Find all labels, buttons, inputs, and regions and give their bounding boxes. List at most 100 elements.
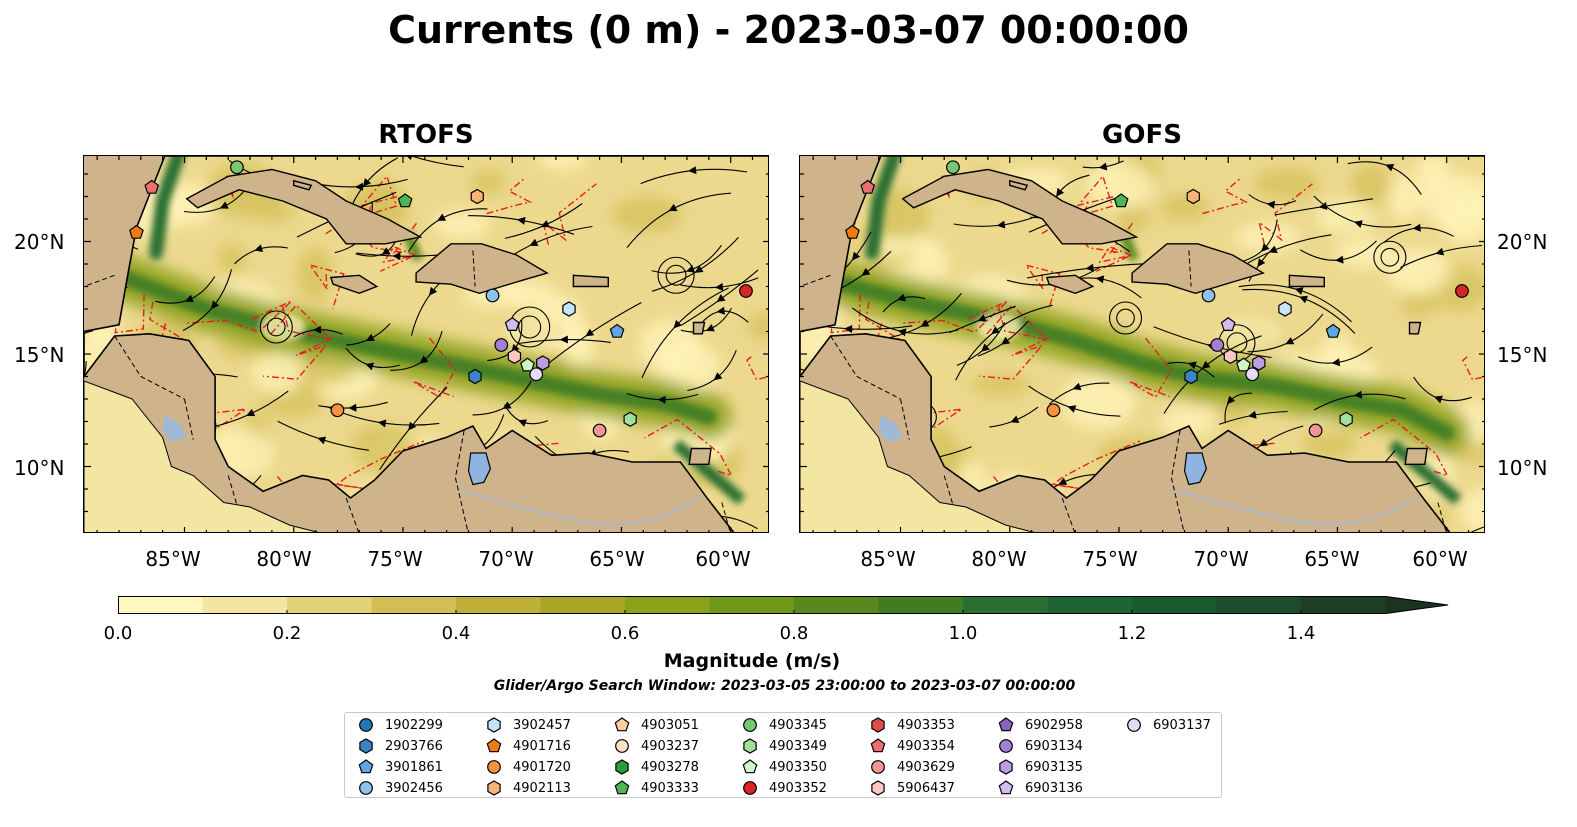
legend-marker [743, 738, 757, 754]
island [688, 447, 712, 465]
legend-marker [615, 759, 629, 775]
legend-entry: 5906437 [869, 778, 955, 798]
map-panel-gofs[interactable] [799, 155, 1485, 533]
colorbar-segment [878, 596, 964, 614]
lake-nicaragua [162, 414, 187, 442]
lon-label-80w-right: 80°W [971, 547, 1027, 571]
float-marker-4903349 [623, 411, 637, 427]
legend-label: 4902113 [513, 780, 571, 796]
island [329, 274, 379, 295]
float-marker-6903135 [1252, 355, 1266, 371]
colorbar-tick: 0.2 [272, 623, 302, 644]
legend-entry: 4901716 [485, 736, 571, 756]
legend-entry: 3902457 [485, 715, 571, 735]
legend-label: 6902958 [1025, 717, 1083, 733]
legend-label: 4903350 [769, 759, 827, 775]
island [572, 274, 609, 288]
country-borders [800, 250, 1447, 532]
colorbar-label: Magnitude (m/s) [663, 650, 841, 672]
colorbar-segment [202, 596, 288, 614]
legend-marker [998, 780, 1014, 795]
float-marker-4903349 [1339, 411, 1353, 427]
colorbar-tick: 0.8 [779, 623, 809, 644]
legend-label: 1902299 [385, 717, 443, 733]
float-marker-6903134 [1210, 338, 1225, 352]
float-marker-4901716 [845, 224, 860, 239]
lake-maracaibo [467, 452, 492, 486]
legend-label: 4903629 [897, 759, 955, 775]
search-window-caption: Glider/Argo Search Window: 2023-03-05 23… [493, 678, 1076, 694]
colorbar-segment [963, 596, 1048, 614]
float-marker-6903135 [536, 355, 550, 371]
float-marker-6903134 [494, 338, 509, 352]
legend-label: 4903237 [641, 738, 699, 754]
legend-marker [614, 717, 630, 732]
legend-marker [359, 781, 373, 795]
lat-label-10n-right: 10°N [1497, 456, 1548, 480]
legend-marker [742, 759, 758, 774]
float-marker-4903352 [1455, 284, 1469, 298]
lat-label-15n-left: 15°N [14, 343, 65, 367]
lon-label-75w-left: 75°W [367, 547, 423, 571]
legend-marker [1127, 718, 1141, 732]
float-marker-4903333 [397, 193, 413, 208]
legend-label: 4903278 [641, 759, 699, 775]
legend-marker [743, 781, 757, 795]
island [185, 168, 423, 245]
float-marker-4903350 [1236, 357, 1251, 372]
lon-label-60w-left: 60°W [695, 547, 751, 571]
lon-label-60w-right: 60°W [1412, 547, 1468, 571]
legend-marker [870, 738, 886, 753]
lake-maracaibo [1183, 452, 1208, 486]
float-marker-4901720 [1046, 403, 1061, 418]
colorbar-segment [794, 596, 879, 614]
float-marker-4901716 [129, 224, 144, 239]
legend-entry: 4903352 [741, 778, 827, 798]
float-marker-2903766 [1184, 368, 1198, 385]
legend-marker [359, 738, 373, 754]
float-marker-4902113 [470, 188, 484, 205]
island [692, 321, 706, 335]
float-marker-4902113 [1186, 188, 1200, 205]
colorbar-tick: 1.2 [1117, 623, 1147, 644]
colorbar-tick: 0.0 [103, 623, 133, 644]
colorbar-segment [540, 596, 626, 614]
float-marker-3902456 [1201, 288, 1216, 303]
legend-label: 3902456 [385, 780, 443, 796]
legend-marker [999, 759, 1013, 775]
colorbar-segment [709, 596, 795, 614]
panel-title-rtofs: RTOFS [378, 120, 474, 150]
legend-label: 4903349 [769, 738, 827, 754]
map-panel-rtofs[interactable] [83, 155, 769, 533]
float-marker-4901720 [330, 403, 345, 418]
legend-entry: 4903629 [869, 757, 955, 777]
lon-label-70w-left: 70°W [478, 547, 534, 571]
float-marker-4903333 [1113, 193, 1129, 208]
legend-label: 4903353 [897, 717, 955, 733]
legend-entry: 6903137 [1125, 715, 1211, 735]
float-marker-4903629 [1308, 423, 1323, 438]
legend-entry: 6903134 [997, 736, 1083, 756]
float-marker-3901861 [1325, 323, 1341, 338]
legend-label: 4903352 [769, 780, 827, 796]
legend-entry: 3902456 [357, 778, 443, 798]
legend-entry: 1902299 [357, 715, 443, 735]
legend-entry: 4903278 [613, 757, 699, 777]
legend-label: 2903766 [385, 738, 443, 754]
legend-label: 6903136 [1025, 780, 1083, 796]
legend-marker [486, 738, 502, 753]
colorbar-tick: 1.4 [1286, 623, 1316, 644]
legend-label: 6903135 [1025, 759, 1083, 775]
legend-marker [615, 739, 629, 753]
lake-nicaragua [878, 414, 903, 442]
lon-label-80w-left: 80°W [256, 547, 312, 571]
colorbar-segment [456, 596, 541, 614]
lon-label-65w-left: 65°W [589, 547, 645, 571]
legend-marker [871, 717, 885, 733]
colorbar-segment [1132, 596, 1217, 614]
lat-label-20n-right: 20°N [1497, 230, 1548, 254]
legend-entry: 3901861 [357, 757, 443, 777]
island [1408, 321, 1422, 335]
legend-marker [871, 760, 885, 774]
float-legend: 1902299 2903766 3901861 3902456 3902457 49017… [344, 712, 1222, 798]
